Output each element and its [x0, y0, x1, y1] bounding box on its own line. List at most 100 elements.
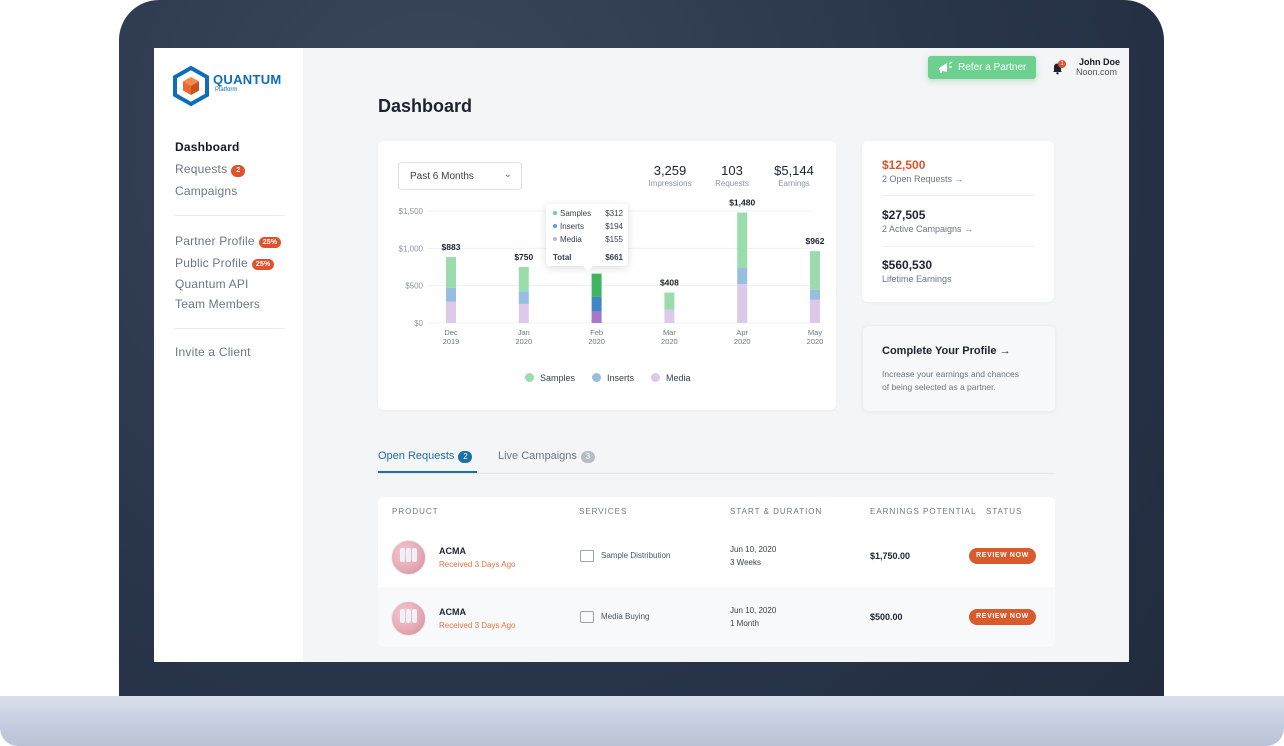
- x-tick-label: 2020: [588, 337, 605, 346]
- x-tick-label: Jan: [518, 328, 530, 337]
- start-date: Jun 10, 2020: [730, 545, 777, 554]
- stat-earnings: $5,144 Earnings: [768, 163, 820, 188]
- partner-profile-progress-badge: 25%: [258, 237, 282, 248]
- stat-value: 103: [721, 163, 743, 178]
- complete-profile-line: of being selected as a partner.: [882, 382, 996, 392]
- product-thumbnail: [391, 540, 426, 575]
- column-header-start-duration: START & DURATION: [730, 507, 823, 516]
- bar-total-label: $962: [806, 236, 825, 246]
- legend-item-inserts[interactable]: Inserts: [592, 373, 634, 383]
- open-requests-link[interactable]: 2 Open Requests →: [882, 174, 964, 184]
- bar-total-label: $883: [442, 242, 461, 252]
- legend-item-samples[interactable]: Samples: [525, 373, 575, 383]
- tooltip-total-label: Total: [553, 253, 572, 262]
- bar-segment-samples: [591, 273, 602, 297]
- laptop-base: [0, 696, 1284, 746]
- sidebar-item-label: Quantum API: [175, 277, 249, 291]
- active-campaigns-value: $27,505: [882, 208, 926, 222]
- tooltip-label: Media: [560, 235, 582, 244]
- product-name: ACMA: [439, 546, 466, 556]
- tab-count-badge: 2: [458, 451, 473, 463]
- sidebar-item-label: Campaigns: [175, 184, 238, 198]
- sidebar-item-public-profile[interactable]: Public Profile 25%: [175, 256, 275, 270]
- bar-segment-media: [810, 299, 820, 323]
- complete-profile-text: Increase your earnings and chances of be…: [882, 368, 1019, 394]
- sidebar-item-quantum-api[interactable]: Quantum API: [175, 277, 249, 291]
- stat-requests: 103 Requests: [708, 163, 756, 188]
- legend-label: Media: [666, 373, 691, 383]
- sidebar-item-requests[interactable]: Requests 2: [175, 162, 246, 177]
- stat-value: $5,144: [774, 163, 814, 178]
- tooltip-row-samples: Samples $312: [553, 209, 623, 218]
- tab-open-requests[interactable]: Open Requests 2: [378, 450, 473, 463]
- brand-logo[interactable]: QUANTUM Platform: [173, 65, 293, 109]
- complete-profile-line: Increase your earnings and chances: [882, 369, 1020, 379]
- bar-segment-media: [446, 301, 456, 323]
- tab-live-campaigns[interactable]: Live Campaigns 3: [498, 450, 595, 463]
- date-range-select[interactable]: Past 6 Months ⌄: [398, 162, 522, 190]
- chart-tooltip: Samples $312 Inserts $194 Media $155 Total $…: [546, 204, 628, 271]
- x-tick-label: May: [808, 328, 822, 337]
- requests-count-badge: 2: [231, 165, 246, 177]
- sidebar-item-invite-client[interactable]: Invite a Client: [175, 345, 251, 359]
- bar-segment-samples: [446, 257, 456, 288]
- user-org[interactable]: Noon.com: [1076, 67, 1118, 77]
- y-tick-label: $0: [414, 319, 423, 328]
- refer-partner-button[interactable]: Refer a Partner: [928, 56, 1036, 79]
- x-tick-label: 2020: [661, 337, 678, 346]
- notifications-button[interactable]: 1: [1051, 60, 1066, 75]
- tab-count-badge: 3: [580, 451, 595, 463]
- x-tick-label: 2020: [734, 337, 751, 346]
- active-campaigns-link[interactable]: 2 Active Campaigns →: [882, 224, 974, 234]
- sidebar-item-label: Team Members: [175, 297, 261, 311]
- review-now-button[interactable]: REVIEW NOW: [969, 609, 1036, 625]
- x-tick-label: Apr: [736, 328, 748, 337]
- tooltip-value: $194: [605, 222, 623, 231]
- sidebar-item-partner-profile[interactable]: Partner Profile 25%: [175, 234, 282, 248]
- monitor-icon: [580, 611, 594, 623]
- service-name: Sample Distribution: [601, 551, 671, 560]
- y-tick-label: $1,500: [399, 207, 424, 216]
- bar-segment-inserts: [446, 287, 456, 302]
- sidebar-item-team-members[interactable]: Team Members: [175, 297, 260, 311]
- received-text: Received 3 Days Ago: [439, 560, 516, 569]
- bar-total-label: $1,480: [729, 197, 755, 207]
- review-now-button[interactable]: REVIEW NOW: [969, 548, 1036, 564]
- samples-swatch-icon: [525, 373, 534, 382]
- lifetime-earnings-label: Lifetime Earnings: [882, 274, 952, 284]
- legend-item-media[interactable]: Media: [651, 373, 691, 383]
- sidebar-item-label: Invite a Client: [175, 345, 251, 359]
- quantum-cube-icon: [173, 66, 209, 106]
- stat-value: 3,259: [653, 163, 687, 178]
- bar-segment-samples: [518, 267, 529, 292]
- tabs-divider: [378, 473, 1055, 474]
- tab-label: Live Campaigns: [498, 450, 577, 462]
- bar-segment-media: [737, 284, 748, 323]
- inserts-dot-icon: [553, 224, 557, 228]
- legend-label: Inserts: [607, 373, 635, 383]
- sidebar-item-label: Public Profile: [175, 256, 248, 270]
- tooltip-label: Samples: [560, 209, 592, 218]
- earnings-potential: $500.00: [870, 612, 903, 622]
- table-row[interactable]: ACMA Received 3 Days Ago Sample Distribu…: [378, 526, 1055, 586]
- media-swatch-icon: [651, 373, 660, 382]
- bar-segment-media: [518, 303, 529, 323]
- sidebar-item-campaigns[interactable]: Campaigns: [175, 184, 238, 198]
- sidebar-divider: [175, 328, 285, 329]
- bar-segment-media: [591, 311, 602, 323]
- summary-divider: [882, 246, 1034, 247]
- sidebar-divider: [175, 215, 285, 216]
- x-tick-label: 2019: [443, 337, 460, 346]
- active-tab-indicator: [378, 471, 477, 473]
- user-name[interactable]: John Doe: [1079, 57, 1121, 67]
- stat-impressions: 3,259 Impressions: [642, 163, 698, 188]
- bar-segment-inserts: [810, 289, 820, 300]
- table-row[interactable]: ACMA Received 3 Days Ago Media Buying Ju…: [378, 587, 1055, 647]
- complete-profile-card[interactable]: Complete Your Profile → Increase your ea…: [862, 325, 1056, 412]
- tooltip-total-value: $661: [605, 253, 623, 262]
- bar-segment-inserts: [518, 291, 529, 304]
- tooltip-arrow: [583, 266, 593, 271]
- sidebar-item-dashboard[interactable]: Dashboard: [175, 140, 239, 154]
- tooltip-value: $155: [605, 235, 623, 244]
- y-tick-label: $1,000: [399, 244, 424, 253]
